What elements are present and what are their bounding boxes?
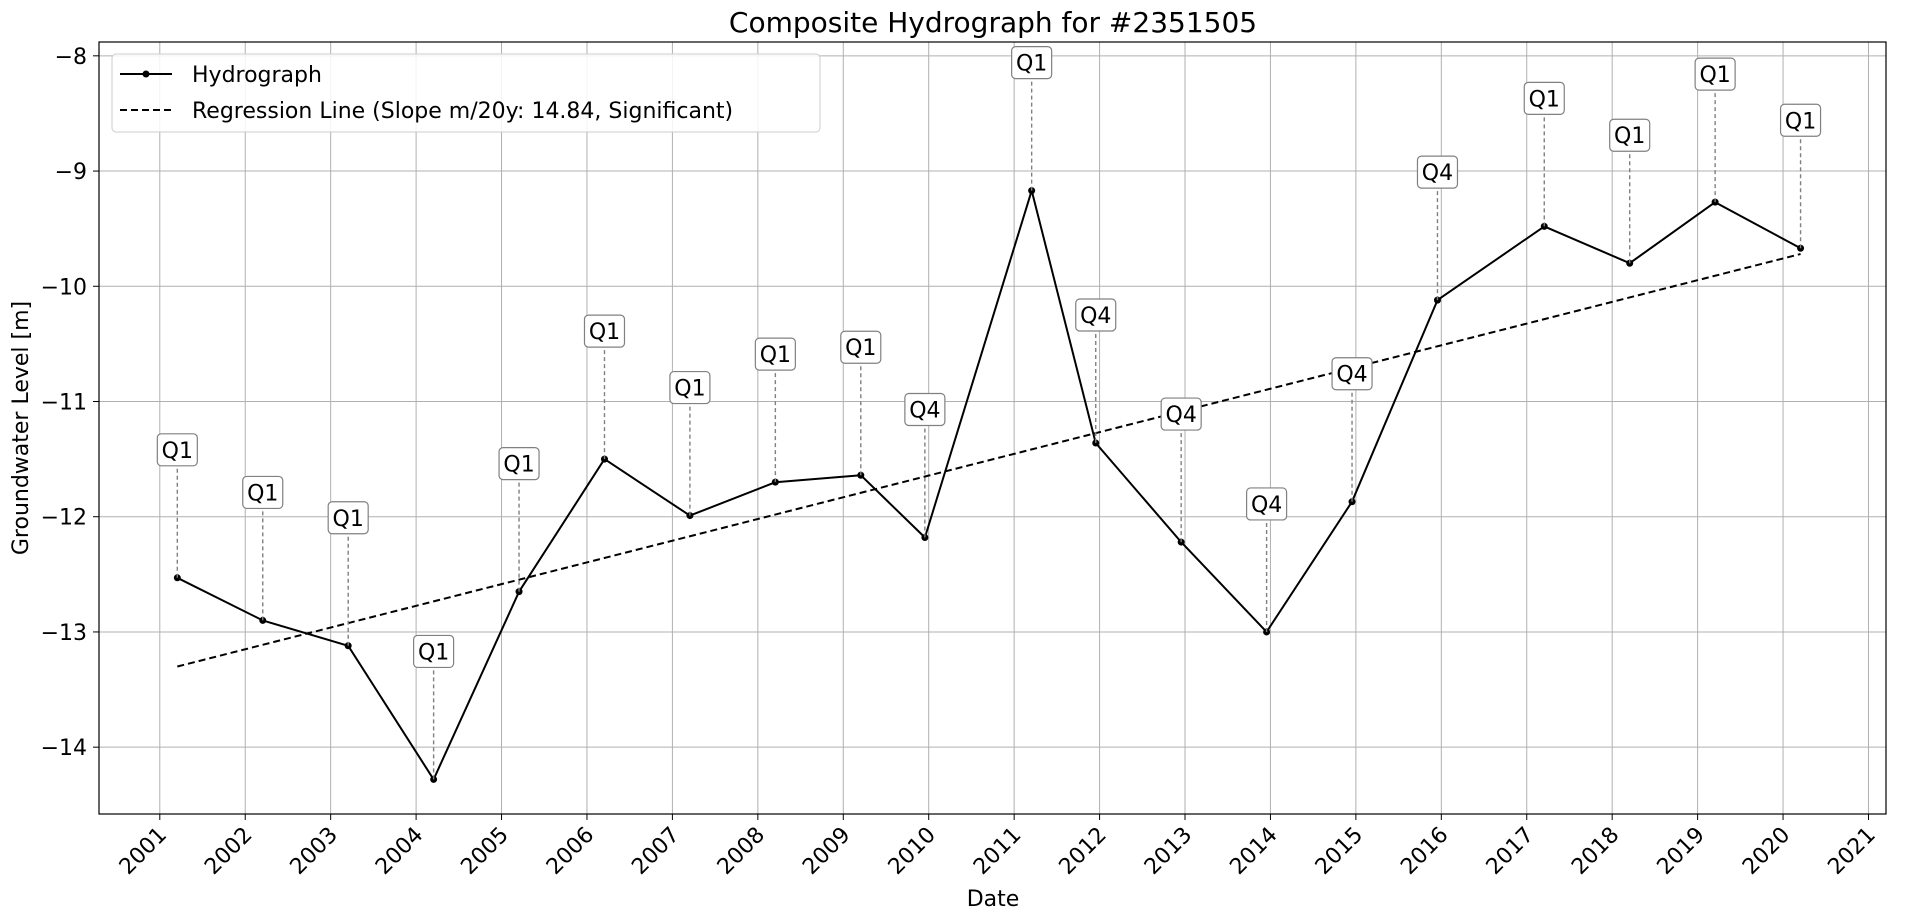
- x-tick-label: 2021: [1823, 823, 1880, 880]
- annotation-box: [754, 337, 796, 371]
- annotation-label: Q4: [1251, 493, 1282, 518]
- annotation-box: [156, 433, 198, 467]
- annotation-label: Q1: [1614, 124, 1645, 149]
- y-axis: −14 −13 −12 −11 −10 −9 −8: [41, 45, 99, 761]
- y-tick-label: −12: [41, 506, 87, 531]
- x-axis-label: Date: [967, 887, 1020, 912]
- annotation-label: Q4: [1080, 304, 1111, 329]
- x-tick-label: 2015: [1311, 823, 1368, 880]
- annotation-label: Q4: [1336, 363, 1367, 388]
- annotation-label: Q1: [760, 343, 791, 368]
- x-tick-label: 2010: [884, 823, 941, 880]
- annotation-box: [583, 314, 626, 348]
- y-tick-label: −8: [55, 45, 87, 70]
- plot-frame: [98, 41, 1887, 815]
- x-tick-label: 2016: [1396, 823, 1453, 880]
- annotation-box: [327, 501, 369, 535]
- annotation-box: [1075, 298, 1117, 332]
- annotation-box: [1416, 155, 1459, 189]
- annotation-box: [1523, 81, 1565, 115]
- annotation-box: [498, 447, 540, 481]
- x-tick-label: 2008: [713, 823, 770, 880]
- annotation-label: Q1: [162, 439, 193, 464]
- x-tick-label: 2011: [969, 823, 1026, 880]
- x-tick-label: 2006: [542, 823, 599, 880]
- annotation-label: Q1: [674, 377, 705, 402]
- y-tick-label: −14: [41, 736, 87, 761]
- x-axis: 2001 2002 2003 2004 2005 2006 2007 2008 2009 2010…: [115, 814, 1881, 880]
- annotation-box: [1331, 357, 1373, 391]
- hydrograph-layer: [173, 187, 1805, 783]
- annotation-box: [1246, 487, 1288, 521]
- grid: [99, 42, 1886, 814]
- x-tick-label: 2003: [286, 823, 343, 880]
- x-tick-label: 2002: [200, 823, 257, 880]
- annotation-box: [840, 330, 882, 364]
- regression-line-layer: [177, 253, 1801, 668]
- x-tick-label: 2009: [798, 823, 855, 880]
- x-tick-label: 2019: [1653, 823, 1710, 880]
- legend-hydrograph-marker: [142, 70, 150, 78]
- annotation-label: Q1: [845, 336, 876, 361]
- legend-box: [111, 53, 821, 133]
- annotation-label: Q1: [247, 481, 278, 506]
- x-tick-label: 2017: [1482, 823, 1539, 880]
- regression-line: [177, 253, 1801, 668]
- annotation-label: Q1: [418, 640, 449, 665]
- x-tick-label: 2001: [115, 823, 172, 880]
- annotation-label: Q1: [1529, 87, 1560, 112]
- legend: Hydrograph Regression Line (Slope m/20y:…: [111, 53, 821, 133]
- x-tick-label: 2005: [457, 823, 514, 880]
- y-tick-label: −9: [55, 160, 87, 185]
- y-tick-label: −13: [41, 621, 87, 646]
- annotation-label: Q4: [909, 398, 940, 423]
- y-axis-label: Groundwater Level [m]: [9, 301, 34, 555]
- y-tick-label: −10: [41, 275, 87, 300]
- legend-regression-label: Regression Line (Slope m/20y: 14.84, Sig…: [192, 99, 733, 124]
- x-tick-label: 2012: [1055, 823, 1112, 880]
- x-tick-label: 2004: [371, 823, 428, 880]
- x-tick-label: 2007: [627, 823, 684, 880]
- annotation-label: Q4: [1422, 161, 1453, 186]
- y-tick-label: −11: [41, 390, 87, 415]
- x-tick-label: 2013: [1140, 823, 1197, 880]
- annotation-label: Q1: [589, 320, 620, 345]
- x-tick-label: 2020: [1738, 823, 1795, 880]
- annotation-box: [413, 634, 455, 669]
- annotation-label: Q1: [1699, 63, 1730, 88]
- annotation-box: [1011, 46, 1053, 80]
- hydrograph-line: [176, 189, 1802, 781]
- annotation-box: [904, 392, 946, 427]
- annotation-label: Q1: [1785, 109, 1816, 134]
- chart-title: Composite Hydrograph for #2351505: [729, 6, 1257, 39]
- annotation-label: Q4: [1166, 403, 1197, 428]
- x-tick-label: 2014: [1225, 823, 1282, 880]
- annotation-box: [1609, 118, 1651, 152]
- annotation-label: Q1: [503, 453, 534, 478]
- annotation-box: [669, 370, 711, 405]
- annotation-box: [1694, 57, 1736, 91]
- annotation-label: Q1: [333, 507, 364, 532]
- annotation-box: [242, 475, 284, 510]
- legend-hydrograph-label: Hydrograph: [192, 63, 322, 88]
- annotation-label: Q1: [1016, 52, 1047, 77]
- annotation-box: [1779, 103, 1822, 137]
- x-tick-label: 2018: [1567, 823, 1624, 880]
- quarter-annotations: Q1 Q1 Q1 Q1 Q1 Q1 Q1 Q1 Q1 Q4 Q1 Q4 Q4 Q4 Q4 Q4 Q1 Q1 Q1 Q1: [156, 46, 1822, 780]
- annotation-box: [1160, 397, 1202, 431]
